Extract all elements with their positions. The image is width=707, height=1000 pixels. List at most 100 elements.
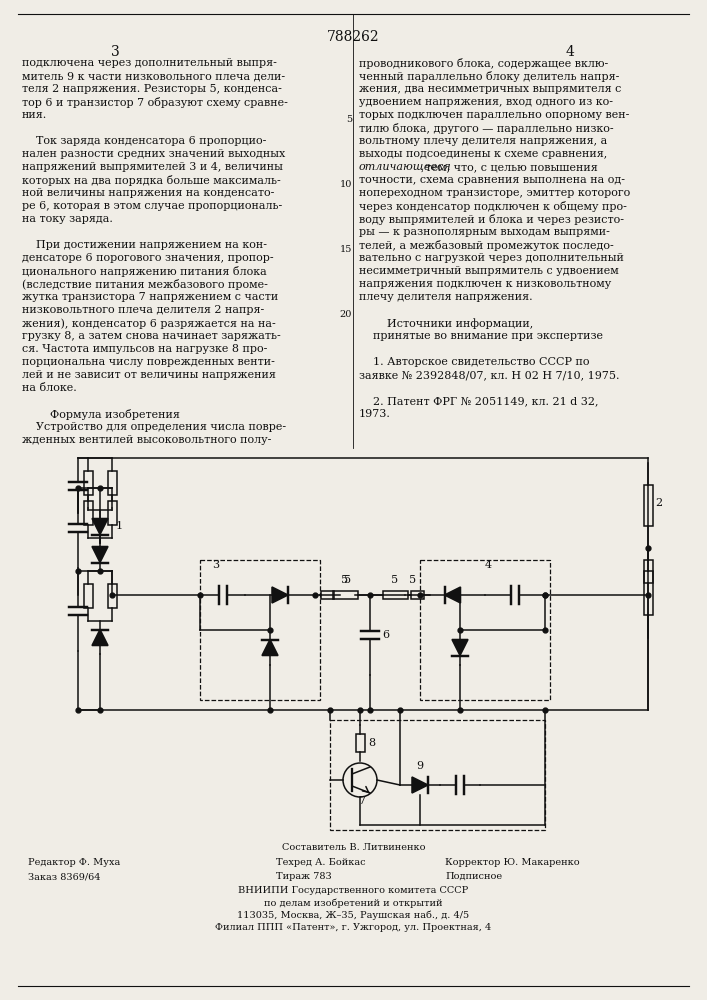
Text: митель 9 к части низковольного плеча дели-: митель 9 к части низковольного плеча дел… bbox=[22, 71, 285, 81]
Text: тор 6 и транзистор 7 образуют схему сравне-: тор 6 и транзистор 7 образуют схему срав… bbox=[22, 97, 288, 108]
Bar bbox=[321, 591, 334, 599]
Text: (вследствие питания межбазового проме-: (вследствие питания межбазового проме- bbox=[22, 279, 268, 290]
Text: 5: 5 bbox=[344, 575, 351, 585]
Text: телей, а межбазовый промежуток последо-: телей, а межбазовый промежуток последо- bbox=[359, 240, 614, 251]
Text: 4: 4 bbox=[566, 45, 574, 59]
Polygon shape bbox=[445, 587, 460, 603]
Text: выходы подсоединены к схеме сравнения,: выходы подсоединены к схеме сравнения, bbox=[359, 149, 607, 159]
Text: 5: 5 bbox=[392, 575, 399, 585]
Polygon shape bbox=[92, 630, 108, 646]
Text: ся. Частота импульсов на нагрузке 8 про-: ся. Частота импульсов на нагрузке 8 про- bbox=[22, 344, 267, 354]
Text: 788262: 788262 bbox=[327, 30, 380, 44]
Text: Устройство для определения числа повре-: Устройство для определения числа повре- bbox=[22, 422, 286, 432]
Text: ченный параллельно блоку делитель напря-: ченный параллельно блоку делитель напря- bbox=[359, 71, 619, 82]
Polygon shape bbox=[262, 640, 278, 656]
Text: 3: 3 bbox=[110, 45, 119, 59]
Text: жутка транзистора 7 напряжением с части: жутка транзистора 7 напряжением с части bbox=[22, 292, 279, 302]
Text: ной величины напряжения на конденсато-: ной величины напряжения на конденсато- bbox=[22, 188, 274, 198]
Bar bbox=[356, 734, 365, 752]
Text: 113035, Москва, Ж–35, Раушская наб., д. 4/5: 113035, Москва, Ж–35, Раушская наб., д. … bbox=[238, 911, 469, 920]
Text: торых подключен параллельно опорному вен-: торых подключен параллельно опорному вен… bbox=[359, 110, 629, 120]
Text: напряжения подключен к низковольтному: напряжения подключен к низковольтному bbox=[359, 279, 612, 289]
Polygon shape bbox=[412, 777, 428, 793]
Text: порциональна числу поврежденных венти-: порциональна числу поврежденных венти- bbox=[22, 357, 275, 367]
Text: Составитель В. Литвиненко: Составитель В. Литвиненко bbox=[282, 843, 425, 852]
Text: принятые во внимание при экспертизе: принятые во внимание при экспертизе bbox=[359, 331, 603, 341]
Text: лей и не зависит от величины напряжения: лей и не зависит от величины напряжения bbox=[22, 370, 276, 380]
Text: 5: 5 bbox=[341, 575, 349, 585]
Text: отличающееся: отличающееся bbox=[359, 162, 452, 172]
Polygon shape bbox=[92, 518, 108, 534]
Text: 20: 20 bbox=[339, 310, 352, 319]
Text: 9: 9 bbox=[416, 761, 423, 771]
Text: тем, что, с целью повышения: тем, что, с целью повышения bbox=[422, 162, 597, 172]
Text: Корректор Ю. Макаренко: Корректор Ю. Макаренко bbox=[445, 858, 580, 867]
Text: ВНИИПИ Государственного комитета СССР: ВНИИПИ Государственного комитета СССР bbox=[238, 886, 469, 895]
Text: 5: 5 bbox=[409, 575, 416, 585]
Text: 8: 8 bbox=[368, 738, 375, 748]
Text: денсаторе 6 порогового значения, пропор-: денсаторе 6 порогового значения, пропор- bbox=[22, 253, 274, 263]
Polygon shape bbox=[92, 546, 108, 562]
Text: жденных вентилей высоковольтного полу-: жденных вентилей высоковольтного полу- bbox=[22, 435, 271, 445]
Text: жения, два несимметричных выпрямителя с: жения, два несимметричных выпрямителя с bbox=[359, 84, 621, 94]
Text: заявке № 2392848/07, кл. Н 02 Н 7/10, 1975.: заявке № 2392848/07, кл. Н 02 Н 7/10, 19… bbox=[359, 370, 619, 380]
Text: теля 2 напряжения. Резисторы 5, конденса-: теля 2 напряжения. Резисторы 5, конденса… bbox=[22, 84, 282, 94]
Text: 3: 3 bbox=[212, 560, 219, 570]
Text: точности, схема сравнения выполнена на од-: точности, схема сравнения выполнена на о… bbox=[359, 175, 625, 185]
Bar bbox=[107, 584, 117, 608]
Text: 2: 2 bbox=[655, 498, 662, 508]
Text: Подписное: Подписное bbox=[445, 872, 503, 881]
Text: удвоением напряжения, вход одного из ко-: удвоением напряжения, вход одного из ко- bbox=[359, 97, 613, 107]
Text: 15: 15 bbox=[339, 245, 352, 254]
Text: вольтному плечу делителя напряжения, а: вольтному плечу делителя напряжения, а bbox=[359, 136, 607, 146]
Bar bbox=[83, 501, 93, 525]
Text: низковольтного плеча делителя 2 напря-: низковольтного плеча делителя 2 напря- bbox=[22, 305, 264, 315]
Text: на току заряда.: на току заряда. bbox=[22, 214, 113, 224]
Text: грузку 8, а затем снова начинает заряжать-: грузку 8, а затем снова начинает заряжат… bbox=[22, 331, 281, 341]
Bar bbox=[643, 560, 653, 583]
Bar bbox=[83, 584, 93, 608]
Text: жения), конденсатор 6 разряжается на на-: жения), конденсатор 6 разряжается на на- bbox=[22, 318, 276, 329]
Text: которых на два порядка больше максималь-: которых на два порядка больше максималь- bbox=[22, 175, 281, 186]
Text: 6: 6 bbox=[382, 630, 389, 640]
Bar bbox=[200, 560, 320, 700]
Text: 1973.: 1973. bbox=[359, 409, 391, 419]
Text: 10: 10 bbox=[339, 180, 352, 189]
Polygon shape bbox=[452, 640, 468, 656]
Text: Техред А. Бойкас: Техред А. Бойкас bbox=[276, 858, 366, 867]
Bar bbox=[330, 720, 545, 830]
Bar bbox=[382, 591, 407, 599]
Bar bbox=[411, 591, 423, 599]
Text: ния.: ния. bbox=[22, 110, 47, 120]
Text: 7: 7 bbox=[358, 796, 366, 806]
Text: При достижении напряжением на кон-: При достижении напряжением на кон- bbox=[22, 240, 267, 250]
Text: Филиал ППП «Патент», г. Ужгород, ул. Проектная, 4: Филиал ППП «Патент», г. Ужгород, ул. Про… bbox=[216, 923, 491, 932]
Bar bbox=[107, 471, 117, 495]
Bar bbox=[420, 560, 550, 700]
Text: воду выпрямителей и блока и через резисто-: воду выпрямителей и блока и через резист… bbox=[359, 214, 624, 225]
Text: подключена через дополнительный выпря-: подключена через дополнительный выпря- bbox=[22, 58, 277, 68]
Bar bbox=[643, 485, 653, 526]
Text: 5: 5 bbox=[346, 115, 352, 124]
Text: проводникового блока, содержащее вклю-: проводникового блока, содержащее вклю- bbox=[359, 58, 608, 69]
Text: 4: 4 bbox=[485, 560, 492, 570]
Text: Формула изобретения: Формула изобретения bbox=[22, 409, 180, 420]
Text: через конденсатор подключен к общему про-: через конденсатор подключен к общему про… bbox=[359, 201, 627, 212]
Text: Тираж 783: Тираж 783 bbox=[276, 872, 332, 881]
Text: плечу делителя напряжения.: плечу делителя напряжения. bbox=[359, 292, 532, 302]
Text: тилю блока, другого — параллельно низко-: тилю блока, другого — параллельно низко- bbox=[359, 123, 614, 134]
Bar bbox=[107, 501, 117, 525]
Text: нопереходном транзисторе, эмиттер которого: нопереходном транзисторе, эмиттер которо… bbox=[359, 188, 630, 198]
Bar bbox=[643, 571, 653, 615]
Text: Источники информации,: Источники информации, bbox=[359, 318, 533, 329]
Text: 1: 1 bbox=[116, 521, 123, 531]
Text: ры — к разнополярным выходам выпрями-: ры — к разнополярным выходам выпрями- bbox=[359, 227, 610, 237]
Text: Редактор Ф. Муха: Редактор Ф. Муха bbox=[28, 858, 120, 867]
Text: 2. Патент ФРГ № 2051149, кл. 21 d 32,: 2. Патент ФРГ № 2051149, кл. 21 d 32, bbox=[359, 396, 599, 406]
Text: ре 6, которая в этом случае пропорциональ-: ре 6, которая в этом случае пропорционал… bbox=[22, 201, 282, 211]
Text: несимметричный выпрямитель с удвоением: несимметричный выпрямитель с удвоением bbox=[359, 266, 619, 276]
Polygon shape bbox=[272, 587, 288, 603]
Bar bbox=[83, 471, 93, 495]
Text: на блоке.: на блоке. bbox=[22, 383, 77, 393]
Text: напряжений выпрямителей 3 и 4, величины: напряжений выпрямителей 3 и 4, величины bbox=[22, 162, 283, 172]
